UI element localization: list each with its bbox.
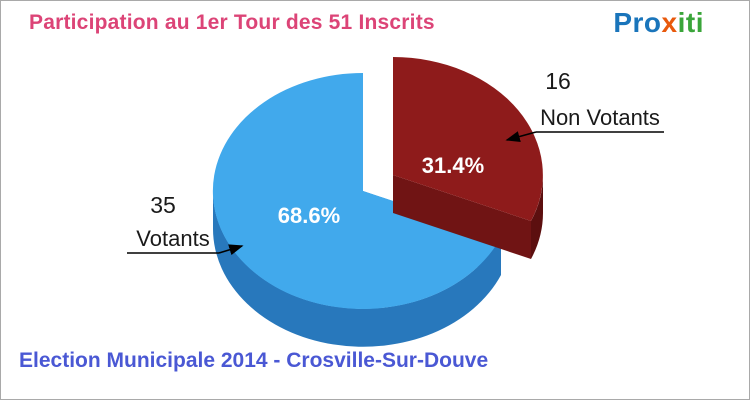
votants-percent-label: 68.6% <box>278 203 340 228</box>
logo-part-x: x <box>661 7 678 38</box>
logo-part-pro: Pro <box>613 7 662 38</box>
election-footer: Election Municipale 2014 - Crosville-Sur… <box>19 349 489 372</box>
pie-slice-votants[interactable] <box>212 72 501 309</box>
pie-slice-nonvotants-rim <box>531 175 543 259</box>
nonvotants-name-label: Non Votants <box>540 105 660 130</box>
votants-callout-arrow <box>218 244 244 256</box>
nonvotants-callout-arrow <box>505 131 537 142</box>
proxiti-logo[interactable]: Proxiti <box>613 7 704 39</box>
pie-slice-nonvotants[interactable] <box>393 57 543 221</box>
votants-count-label: 35 <box>150 192 176 218</box>
votants-name-label: Votants <box>136 226 209 251</box>
nonvotants-count-label: 16 <box>545 68 571 94</box>
pie-slice-nonvotants-cut-face <box>393 175 531 259</box>
pie-slice-votants-rim <box>213 191 501 347</box>
nonvotants-percent-label: 31.4% <box>422 153 484 178</box>
chart-title: Participation au 1er Tour des 51 Inscrit… <box>29 11 435 34</box>
logo-part-iti: iti <box>677 7 704 38</box>
